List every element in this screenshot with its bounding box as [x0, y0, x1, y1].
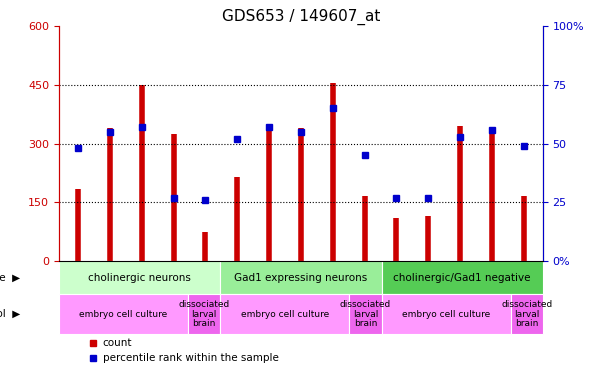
- Text: dissociated
larval
brain: dissociated larval brain: [340, 300, 391, 328]
- Text: percentile rank within the sample: percentile rank within the sample: [103, 353, 278, 363]
- FancyBboxPatch shape: [59, 261, 220, 294]
- FancyBboxPatch shape: [59, 294, 188, 334]
- Text: embryo cell culture: embryo cell culture: [402, 310, 490, 319]
- Text: cholinergic neurons: cholinergic neurons: [88, 273, 191, 282]
- Text: cholinergic/Gad1 negative: cholinergic/Gad1 negative: [394, 273, 531, 282]
- FancyBboxPatch shape: [349, 294, 382, 334]
- Text: dissociated
larval
brain: dissociated larval brain: [179, 300, 230, 328]
- Text: cell type  ▶: cell type ▶: [0, 273, 20, 282]
- FancyBboxPatch shape: [220, 294, 349, 334]
- Text: embryo cell culture: embryo cell culture: [80, 310, 168, 319]
- FancyBboxPatch shape: [510, 294, 543, 334]
- FancyBboxPatch shape: [382, 261, 543, 294]
- FancyBboxPatch shape: [188, 294, 220, 334]
- Text: count: count: [103, 338, 132, 348]
- Text: dissociated
larval
brain: dissociated larval brain: [501, 300, 552, 328]
- Text: embryo cell culture: embryo cell culture: [241, 310, 329, 319]
- FancyBboxPatch shape: [220, 261, 382, 294]
- FancyBboxPatch shape: [382, 294, 510, 334]
- Title: GDS653 / 149607_at: GDS653 / 149607_at: [222, 9, 380, 25]
- Text: protocol  ▶: protocol ▶: [0, 309, 20, 319]
- Text: Gad1 expressing neurons: Gad1 expressing neurons: [234, 273, 368, 282]
